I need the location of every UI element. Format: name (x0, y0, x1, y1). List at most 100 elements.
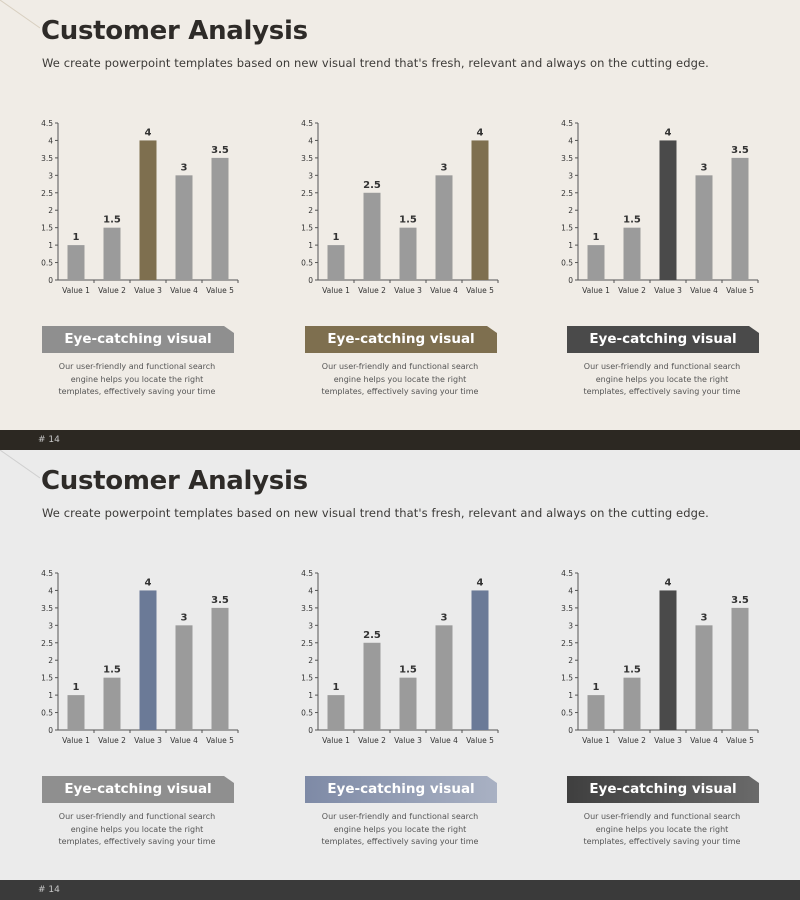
x-tick-label: Value 4 (690, 286, 718, 295)
description-line: templates, effectively saving your time (58, 387, 216, 396)
y-tick-label: 4.5 (561, 119, 573, 128)
banner-label: Eye-catching visual (589, 331, 737, 347)
banner-label: Eye-catching visual (64, 781, 212, 797)
y-tick-label: 3 (48, 621, 53, 630)
x-tick-label: Value 1 (62, 736, 90, 745)
bar (731, 607, 749, 730)
y-tick-label: 4 (308, 586, 313, 595)
bar (175, 625, 193, 730)
bar-chart-4: 0 0.5 1 1.5 2 2.5 3 3.5 4 4.5 1 Value 1 1.5 Value 2 4 V… (20, 560, 250, 760)
y-tick-label: 2.5 (41, 639, 53, 648)
y-tick-label: 3.5 (41, 604, 53, 613)
banner-1: Eye-catching visual (42, 776, 234, 803)
bar (623, 677, 641, 730)
x-tick-label: Value 4 (430, 736, 458, 745)
slide-2: Customer Analysis We create powerpoint t… (0, 450, 800, 900)
banner-label: Eye-catching visual (589, 781, 737, 797)
banner-label: Eye-catching visual (64, 331, 212, 347)
bar (435, 175, 453, 280)
bar (363, 192, 381, 280)
description-line: templates, effectively saving your time (583, 837, 741, 846)
x-tick-label: Value 5 (466, 736, 494, 745)
x-tick-label: Value 3 (394, 736, 422, 745)
x-tick-label: Value 2 (98, 736, 126, 745)
bar (471, 140, 489, 280)
data-label: 1 (73, 232, 80, 243)
banner-3: Eye-catching visual (567, 776, 759, 803)
bar (659, 140, 677, 280)
data-label: 4 (665, 127, 672, 138)
bar-chart-6: 0 0.5 1 1.5 2 2.5 3 3.5 4 4.5 1 Value 1 1.5 Value 2 4 V… (540, 560, 770, 760)
data-label: 3 (441, 612, 448, 623)
data-label: 1.5 (399, 215, 417, 226)
data-label: 1.5 (103, 665, 121, 676)
y-tick-label: 2 (48, 656, 53, 665)
y-tick-label: 3.5 (301, 604, 313, 613)
y-tick-label: 1.5 (561, 674, 573, 683)
y-tick-label: 4.5 (301, 569, 313, 578)
x-tick-label: Value 5 (726, 286, 754, 295)
description-3: Our user-friendly and functional search … (562, 811, 762, 849)
bar (363, 642, 381, 730)
y-tick-label: 1.5 (301, 674, 313, 683)
y-tick-label: 2.5 (41, 189, 53, 198)
banner-1: Eye-catching visual (42, 326, 234, 353)
y-tick-label: 4 (568, 586, 573, 595)
description-line: templates, effectively saving your time (58, 837, 216, 846)
y-tick-label: 1.5 (561, 224, 573, 233)
y-tick-label: 3 (568, 621, 573, 630)
data-label: 4 (477, 127, 484, 138)
footer-bar: # 14 (0, 880, 800, 900)
page-number: # 14 (38, 885, 60, 895)
y-tick-label: 1 (568, 241, 573, 250)
y-tick-label: 3.5 (41, 154, 53, 163)
x-tick-label: Value 4 (430, 286, 458, 295)
y-tick-label: 0.5 (561, 709, 573, 718)
bar (587, 695, 605, 730)
data-label: 1 (593, 232, 600, 243)
y-tick-label: 2.5 (301, 189, 313, 198)
banner-label: Eye-catching visual (327, 781, 475, 797)
page-subtitle: We create powerpoint templates based on … (42, 506, 709, 520)
data-label: 3 (181, 612, 188, 623)
data-label: 3 (181, 162, 188, 173)
y-tick-label: 4.5 (561, 569, 573, 578)
y-tick-label: 1.5 (301, 224, 313, 233)
data-label: 4 (145, 577, 152, 588)
data-label: 3.5 (211, 145, 229, 156)
y-tick-label: 0 (568, 276, 573, 285)
y-tick-label: 1 (308, 691, 313, 700)
y-tick-label: 0.5 (301, 259, 313, 268)
description-line: templates, effectively saving your time (321, 837, 479, 846)
bar (175, 175, 193, 280)
x-tick-label: Value 2 (98, 286, 126, 295)
data-label: 3 (441, 162, 448, 173)
x-tick-label: Value 2 (618, 286, 646, 295)
x-tick-label: Value 5 (206, 736, 234, 745)
data-label: 1 (333, 682, 340, 693)
bar (327, 245, 345, 280)
bar (587, 245, 605, 280)
bar-chart-2: 0 0.5 1 1.5 2 2.5 3 3.5 4 4.5 1 Value 1 2.5 Value 2 1.… (280, 110, 510, 310)
bar (211, 607, 229, 730)
y-tick-label: 4.5 (41, 119, 53, 128)
y-tick-label: 3 (308, 621, 313, 630)
y-tick-label: 2 (308, 656, 313, 665)
y-tick-label: 4 (48, 136, 53, 145)
y-tick-label: 0 (308, 726, 313, 735)
description-line: Our user-friendly and functional search (583, 362, 741, 371)
data-label: 2.5 (363, 180, 381, 191)
description-line: Our user-friendly and functional search (583, 812, 741, 821)
footer-bar: # 14 (0, 430, 800, 450)
bar-chart-5: 0 0.5 1 1.5 2 2.5 3 3.5 4 4.5 1 Value 1 2.5 Value 2 1.… (280, 560, 510, 760)
description-line: templates, effectively saving your time (583, 387, 741, 396)
x-tick-label: Value 4 (690, 736, 718, 745)
y-tick-label: 4 (308, 136, 313, 145)
bar (435, 625, 453, 730)
x-tick-label: Value 5 (206, 286, 234, 295)
bar (695, 625, 713, 730)
bar (103, 227, 121, 280)
banner-label: Eye-catching visual (327, 331, 475, 347)
description-line: Our user-friendly and functional search (321, 812, 479, 821)
y-tick-label: 3.5 (301, 154, 313, 163)
